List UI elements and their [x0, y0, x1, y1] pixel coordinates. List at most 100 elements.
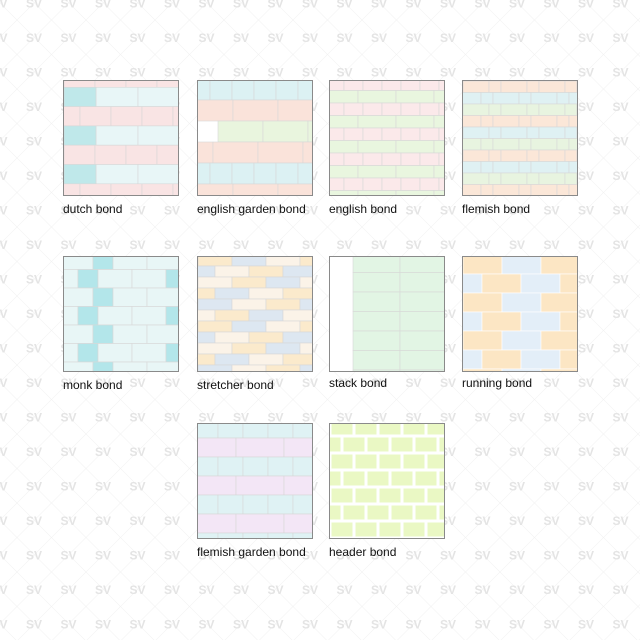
swatch-label: stretcher bond: [197, 378, 274, 392]
brick: [436, 536, 444, 538]
brick: [330, 177, 345, 191]
brick: [283, 437, 312, 458]
brick: [481, 311, 522, 332]
brick: [299, 298, 312, 311]
brick: [248, 265, 284, 278]
brick: [488, 81, 502, 93]
brick: [395, 90, 435, 104]
brick: [559, 311, 577, 332]
brick: [198, 437, 237, 458]
brick: [556, 138, 570, 151]
brick: [146, 361, 178, 371]
brick: [265, 364, 301, 371]
brick: [198, 342, 233, 355]
swatch-english[interactable]: [329, 80, 445, 196]
brick: [488, 126, 502, 139]
brick: [231, 276, 267, 289]
brick: [463, 103, 490, 116]
brick: [492, 115, 520, 128]
brick: [217, 456, 244, 477]
brick: [282, 287, 312, 300]
swatch-running[interactable]: [462, 256, 578, 372]
brick: [436, 468, 444, 489]
brick: [518, 92, 532, 105]
brick: [564, 103, 577, 116]
brick: [376, 485, 404, 506]
brick: [564, 81, 577, 93]
swatch-stack[interactable]: [329, 256, 445, 372]
swatch-header[interactable]: [329, 423, 445, 539]
brick: [292, 424, 312, 439]
brick: [500, 103, 528, 116]
brick: [299, 364, 312, 371]
brick: [330, 451, 356, 472]
brick: [330, 502, 344, 523]
brick: [568, 138, 577, 151]
brick: [500, 172, 528, 185]
brick: [556, 184, 570, 195]
brick: [419, 81, 440, 91]
brick: [77, 306, 99, 326]
swatch-dutch[interactable]: [63, 80, 179, 196]
swatch-label: stack bond: [329, 376, 388, 390]
brick: [352, 350, 401, 371]
brick: [362, 127, 383, 141]
brick: [381, 102, 402, 116]
brick: [424, 519, 444, 538]
brick: [64, 106, 81, 127]
brick: [352, 485, 380, 506]
swatch-label: flemish garden bond: [197, 545, 306, 559]
brick: [424, 451, 444, 472]
brick: [242, 494, 269, 515]
brick: [64, 144, 96, 165]
brick: [97, 306, 133, 326]
brick: [77, 269, 99, 289]
brick: [275, 162, 299, 185]
swatch-flemish[interactable]: [462, 80, 578, 196]
brick: [302, 141, 312, 164]
brick: [399, 350, 444, 371]
brick: [212, 141, 259, 164]
brick: [282, 309, 312, 322]
brick: [209, 162, 233, 185]
brick: [265, 298, 301, 311]
brick: [399, 369, 444, 371]
swatch-flemishgarden[interactable]: [197, 423, 313, 539]
brick: [556, 115, 570, 128]
brick: [307, 120, 312, 143]
brick: [330, 468, 344, 489]
swatch-englishgarden[interactable]: [197, 80, 313, 196]
swatch-label: monk bond: [63, 378, 123, 392]
brick: [412, 502, 440, 523]
brick: [438, 127, 444, 141]
brick: [198, 276, 233, 289]
brick: [538, 149, 566, 162]
brick: [292, 532, 312, 538]
brick: [64, 287, 94, 307]
swatch-monk[interactable]: [63, 256, 179, 372]
brick: [340, 536, 368, 538]
brick: [137, 87, 178, 107]
brick: [131, 269, 167, 289]
bond-pattern: [330, 424, 444, 538]
brick: [277, 183, 312, 195]
brick: [376, 424, 404, 438]
swatch-stretcher[interactable]: [197, 256, 313, 372]
brick: [214, 309, 250, 322]
brick: [330, 90, 359, 104]
brick: [330, 102, 345, 116]
brick: [330, 81, 345, 91]
brick: [526, 103, 540, 116]
brick: [214, 353, 250, 366]
brick: [395, 140, 435, 154]
brick: [64, 269, 79, 289]
bond-pattern: [198, 81, 312, 195]
brick: [235, 475, 285, 496]
brick: [330, 485, 356, 506]
brick: [395, 190, 435, 195]
brick: [564, 126, 577, 139]
brick: [214, 287, 250, 300]
brick: [217, 494, 244, 515]
brick: [299, 276, 312, 289]
brick: [198, 81, 211, 101]
